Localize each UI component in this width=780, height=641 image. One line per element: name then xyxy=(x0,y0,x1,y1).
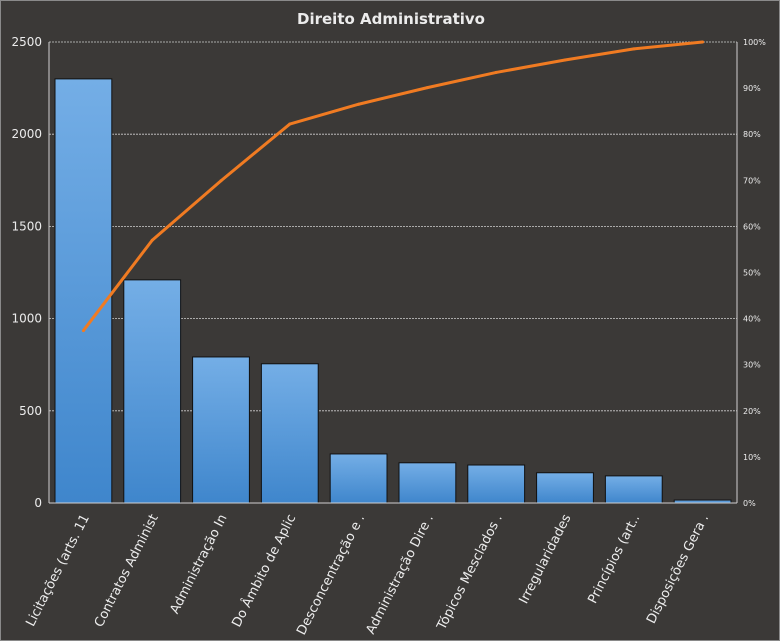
cumulative-point xyxy=(632,47,636,51)
x-tick-label: Disposições Gera . xyxy=(644,512,712,626)
x-tick-label: Princípios (art.. xyxy=(585,512,643,606)
y2-tick-label: 80% xyxy=(743,130,761,139)
bar xyxy=(54,78,113,504)
y-tick-label: 2500 xyxy=(11,35,42,49)
y-tick-label: 0 xyxy=(34,496,42,510)
x-tick-label: Contratos Administ xyxy=(92,512,162,630)
cumulative-point xyxy=(563,58,567,62)
x-tick-label: Administração Dire . xyxy=(364,512,437,637)
bar xyxy=(467,464,526,504)
y-tick-label: 500 xyxy=(19,404,42,418)
x-tick-label: Tópicos Mesclados . xyxy=(434,512,506,633)
cumulative-point xyxy=(425,86,429,90)
x-tick-label: Do Âmbito de Aplic xyxy=(229,512,300,630)
cumulative-point xyxy=(81,329,85,333)
y-tick-label: 1000 xyxy=(11,312,42,326)
bar xyxy=(329,453,388,504)
bar xyxy=(192,356,250,504)
y2-tick-label: 0% xyxy=(743,499,756,508)
x-tick-label: Licitações (arts. 11 xyxy=(23,512,93,629)
cumulative-point xyxy=(219,179,223,183)
y-tick-label: 1500 xyxy=(11,219,42,233)
y2-tick-label: 90% xyxy=(743,84,761,93)
y2-tick-label: 10% xyxy=(743,453,761,462)
y2-tick-label: 30% xyxy=(743,361,761,370)
bar xyxy=(398,462,457,504)
bar xyxy=(260,363,319,504)
y2-tick-label: 20% xyxy=(743,407,761,416)
cumulative-point xyxy=(494,70,498,74)
x-tick-label: Desconcentração e . xyxy=(294,512,368,638)
y2-tick-label: 40% xyxy=(743,315,761,324)
x-tick-label: Irregularidades xyxy=(517,512,575,607)
y2-tick-label: 100% xyxy=(743,38,766,47)
cumulative-point xyxy=(357,102,361,106)
cumulative-point xyxy=(150,238,154,242)
x-tick-label: Administração In xyxy=(167,512,230,616)
cumulative-point xyxy=(701,40,705,44)
bar xyxy=(604,475,663,504)
y2-tick-label: 50% xyxy=(743,269,761,278)
bar xyxy=(123,279,182,504)
y-tick-label: 2000 xyxy=(11,127,42,141)
cumulative-line xyxy=(82,40,703,332)
chart-title: Direito Administrativo xyxy=(297,10,485,28)
cumulative-point xyxy=(288,122,292,126)
bar xyxy=(536,472,594,504)
y2-tick-label: 70% xyxy=(743,176,761,185)
y2-tick-label: 60% xyxy=(743,222,761,231)
